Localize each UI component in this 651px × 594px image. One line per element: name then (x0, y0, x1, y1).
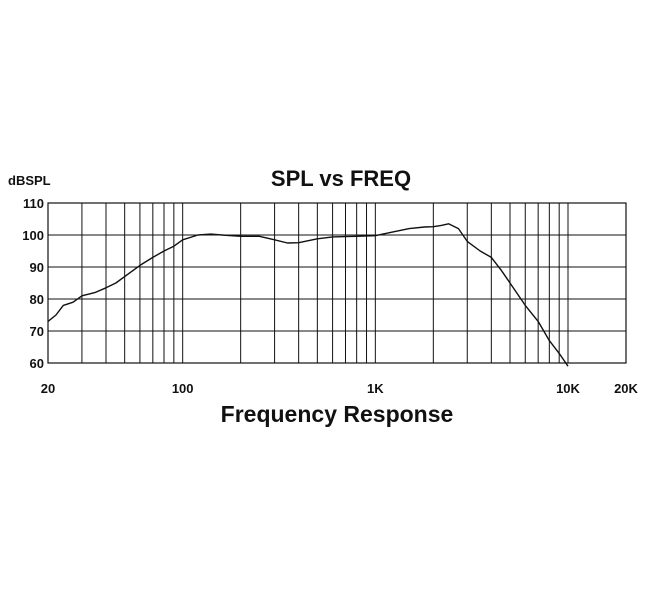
x-axis-label: Frequency Response (221, 401, 454, 427)
grid-lines (48, 202, 627, 364)
x-tick-label: 20 (41, 381, 55, 396)
y-tick-label: 60 (30, 356, 44, 371)
chart-title: SPL vs FREQ (271, 166, 411, 191)
y-tick-labels: 110 100 90 80 70 60 (22, 196, 44, 371)
x-tick-label: 1K (367, 381, 384, 396)
y-tick-label: 110 (23, 196, 44, 211)
x-tick-labels: 20 100 1K 10K 20K (41, 381, 639, 396)
y-tick-label: 70 (30, 324, 44, 339)
spl-curve (47, 223, 569, 367)
y-axis-label: dBSPL (8, 173, 51, 188)
y-tick-label: 80 (30, 292, 44, 307)
y-tick-label: 90 (30, 260, 44, 275)
y-tick-label: 100 (22, 228, 44, 243)
plot-frame (47, 202, 627, 364)
x-tick-label: 100 (172, 381, 194, 396)
x-tick-label: 10K (556, 381, 580, 396)
x-tick-label: 20K (614, 381, 638, 396)
